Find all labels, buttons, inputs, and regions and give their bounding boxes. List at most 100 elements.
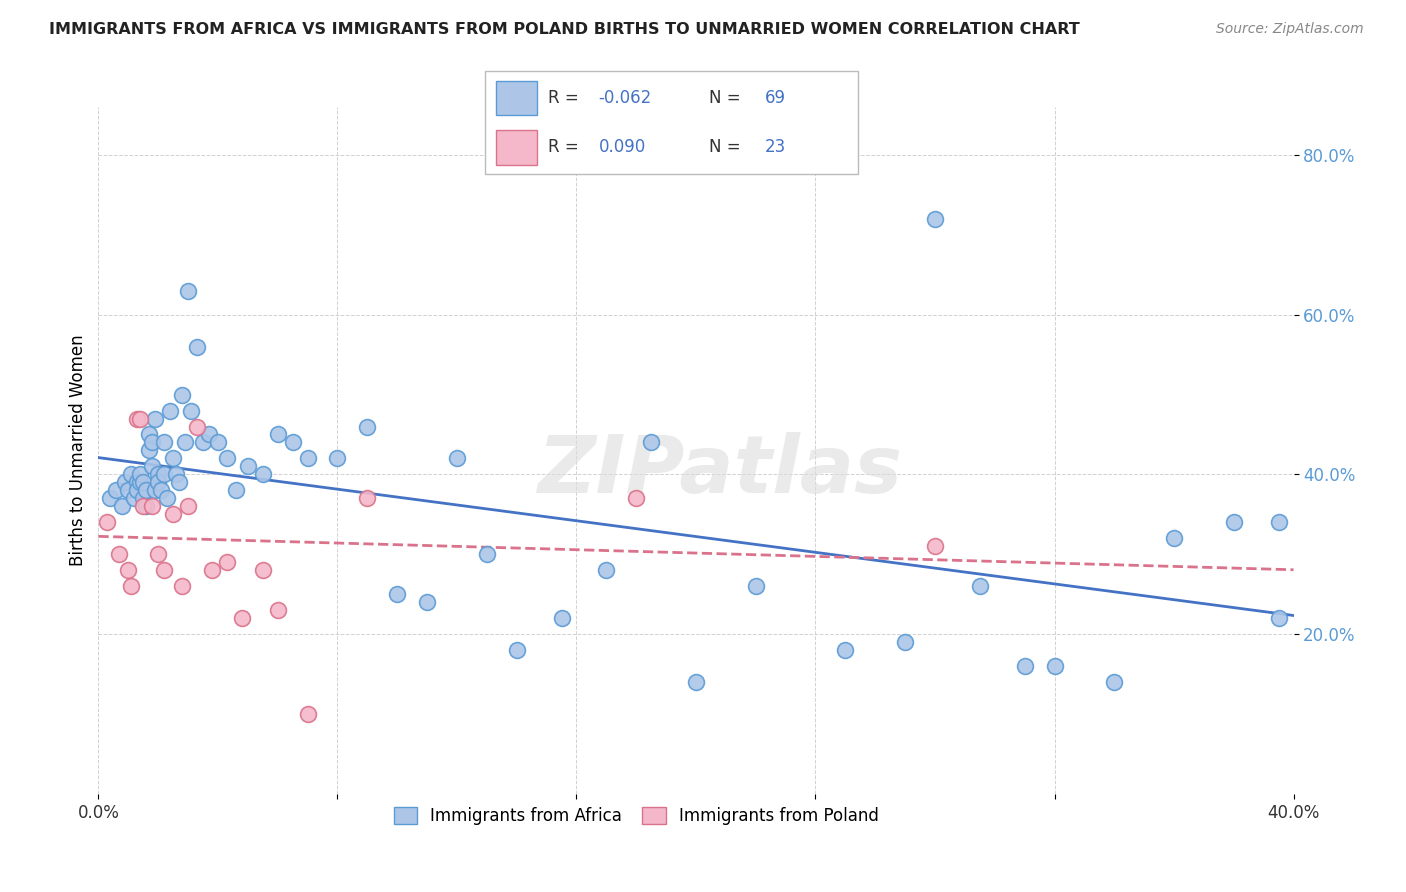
- Point: [180, 403, 202, 417]
- Point: [177, 284, 200, 298]
- Point: [98, 491, 122, 506]
- Point: [1104, 675, 1126, 690]
- Point: [186, 340, 208, 354]
- FancyBboxPatch shape: [496, 80, 537, 115]
- Point: [143, 411, 166, 425]
- Point: [141, 435, 163, 450]
- Point: [685, 675, 707, 690]
- Point: [111, 500, 134, 514]
- Point: [969, 579, 991, 593]
- Point: [446, 451, 468, 466]
- Point: [108, 547, 131, 561]
- Y-axis label: Births to Unmarried Women: Births to Unmarried Women: [69, 334, 87, 566]
- Point: [1014, 659, 1036, 673]
- Point: [475, 547, 498, 561]
- Point: [1223, 516, 1246, 530]
- Point: [595, 563, 617, 577]
- Point: [120, 579, 142, 593]
- Point: [924, 211, 946, 226]
- Point: [297, 451, 319, 466]
- Point: [297, 706, 319, 721]
- Point: [177, 500, 200, 514]
- Point: [924, 539, 946, 553]
- Point: [640, 435, 662, 450]
- Point: [117, 483, 139, 498]
- Point: [159, 403, 181, 417]
- Point: [356, 491, 378, 506]
- Point: [138, 443, 160, 458]
- Point: [626, 491, 648, 506]
- Text: ZIPatlas: ZIPatlas: [537, 432, 903, 510]
- Point: [894, 635, 917, 649]
- Point: [231, 611, 253, 625]
- Point: [150, 483, 173, 498]
- Point: [138, 427, 160, 442]
- Point: [252, 563, 274, 577]
- Point: [326, 451, 349, 466]
- Point: [127, 475, 149, 490]
- Point: [135, 483, 157, 498]
- Point: [156, 491, 179, 506]
- Point: [127, 411, 149, 425]
- Point: [215, 451, 238, 466]
- Point: [141, 500, 163, 514]
- Point: [267, 427, 290, 442]
- Point: [252, 467, 274, 482]
- Point: [172, 387, 194, 401]
- Text: R =: R =: [548, 138, 585, 156]
- Point: [174, 435, 197, 450]
- Point: [132, 491, 155, 506]
- Point: [105, 483, 128, 498]
- FancyBboxPatch shape: [485, 71, 858, 174]
- Point: [191, 435, 214, 450]
- Point: [96, 516, 118, 530]
- Point: [1163, 531, 1185, 545]
- Text: Source: ZipAtlas.com: Source: ZipAtlas.com: [1216, 22, 1364, 37]
- Point: [153, 435, 176, 450]
- Point: [550, 611, 572, 625]
- Legend: Immigrants from Africa, Immigrants from Poland: Immigrants from Africa, Immigrants from …: [385, 799, 887, 834]
- Point: [124, 491, 146, 506]
- Point: [132, 475, 155, 490]
- Point: [148, 547, 170, 561]
- Point: [167, 475, 190, 490]
- Point: [129, 467, 152, 482]
- Point: [745, 579, 768, 593]
- Point: [506, 643, 529, 657]
- Text: -0.062: -0.062: [599, 89, 652, 107]
- Point: [416, 595, 439, 609]
- Point: [148, 467, 170, 482]
- Point: [236, 459, 259, 474]
- Point: [162, 508, 184, 522]
- Text: 23: 23: [765, 138, 786, 156]
- Point: [143, 483, 166, 498]
- FancyBboxPatch shape: [496, 130, 537, 165]
- Point: [114, 475, 136, 490]
- Point: [153, 563, 176, 577]
- Text: IMMIGRANTS FROM AFRICA VS IMMIGRANTS FROM POLAND BIRTHS TO UNMARRIED WOMEN CORRE: IMMIGRANTS FROM AFRICA VS IMMIGRANTS FRO…: [49, 22, 1080, 37]
- Point: [198, 427, 221, 442]
- Point: [117, 563, 139, 577]
- Point: [1043, 659, 1066, 673]
- Point: [215, 555, 238, 569]
- Point: [129, 411, 152, 425]
- Point: [165, 467, 187, 482]
- Point: [172, 579, 194, 593]
- Point: [135, 500, 157, 514]
- Point: [127, 483, 149, 498]
- Point: [201, 563, 224, 577]
- Point: [141, 459, 163, 474]
- Point: [148, 475, 170, 490]
- Point: [225, 483, 247, 498]
- Text: R =: R =: [548, 89, 585, 107]
- Text: N =: N =: [709, 138, 745, 156]
- Point: [1267, 516, 1289, 530]
- Text: 0.090: 0.090: [599, 138, 645, 156]
- Point: [162, 451, 184, 466]
- Point: [129, 475, 152, 490]
- Point: [132, 500, 155, 514]
- Text: 69: 69: [765, 89, 786, 107]
- Point: [186, 419, 208, 434]
- Point: [281, 435, 304, 450]
- Point: [267, 603, 290, 617]
